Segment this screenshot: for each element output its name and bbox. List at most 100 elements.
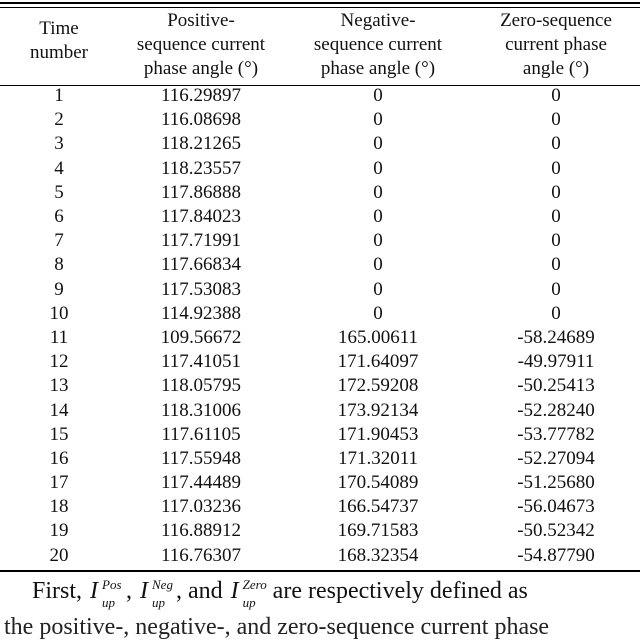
table-cell: 0 (373, 181, 383, 203)
table-cell: 171.90453 (337, 423, 419, 445)
table-cell: -53.77782 (517, 423, 595, 445)
table-cell: 118.23557 (160, 157, 242, 179)
table-cell: 13 (49, 375, 69, 397)
table-cell: 1 (54, 85, 64, 107)
table-cell: 117.41051 (160, 351, 242, 373)
table-row: 5 117.86888 0 0 (0, 181, 640, 205)
table-cell: 14 (49, 399, 69, 421)
table-cell: 0 (551, 230, 561, 252)
table-cell: 19 (49, 520, 69, 542)
table-row: 19 116.88912 169.71583 -50.52342 (0, 519, 640, 543)
table-cell: 117.66834 (160, 254, 242, 276)
symbol-i-up-pos: I Pos up (90, 577, 122, 610)
table-cell: -56.04673 (517, 496, 595, 518)
table-cell: 3 (54, 133, 64, 155)
phase-angle-table: 1 116.29897 0 0 2 116.08698 0 0 3 118.21265 0 0 4 118… (0, 84, 640, 568)
table-cell: 172.59208 (337, 375, 419, 397)
table-cell: 173.92134 (337, 399, 419, 421)
table-cell: 20 (49, 544, 69, 566)
table-cell: -51.25680 (517, 472, 595, 494)
table-row: 18 117.03236 166.54737 -56.04673 (0, 495, 640, 519)
table-cell: 0 (373, 230, 383, 252)
table-cell: 5 (54, 181, 64, 203)
body-paragraph: First, I Pos up, I Neg up, and I Zero up are r… (32, 577, 528, 610)
table-cell: 165.00611 (337, 326, 419, 348)
table-cell: 4 (54, 157, 64, 179)
header-zero-sequence: Zero-sequence current phase angle (°) (472, 9, 640, 85)
table-cell: -54.87790 (517, 544, 595, 566)
table-row: 12 117.41051 171.64097 -49.97911 (0, 350, 640, 374)
table-cell: 16 (49, 447, 69, 469)
table-cell: 0 (373, 206, 383, 228)
table-cell: 117.55948 (160, 447, 242, 469)
table-cell: 0 (551, 109, 561, 131)
table-cell: 109.56672 (160, 326, 242, 348)
table-cell: 118.21265 (160, 133, 242, 155)
header-line: sequence current (313, 34, 443, 55)
table-cell: 116.88912 (160, 520, 242, 542)
header-time-number: Time number (0, 17, 118, 93)
table-cell: 116.08698 (160, 109, 242, 131)
table-cell: 0 (373, 133, 383, 155)
header-positive-sequence: Positive- sequence current phase angle (… (118, 9, 284, 85)
table-cell: 0 (551, 133, 561, 155)
header-line: Zero-sequence (500, 10, 612, 31)
table-cell: 117.84023 (160, 206, 242, 228)
table-row: 14 118.31006 173.92134 -52.28240 (0, 398, 640, 422)
table-row: 6 117.84023 0 0 (0, 205, 640, 229)
table-cell: 116.29897 (160, 85, 242, 107)
table-cell: -50.25413 (517, 375, 595, 397)
table-cell: 8 (54, 254, 64, 276)
table-cell: 117.86888 (160, 181, 242, 203)
table-cell: -58.24689 (517, 326, 595, 348)
table-cell: 0 (551, 85, 561, 107)
header-line: phase angle (°) (143, 58, 259, 79)
table-cell: 7 (54, 230, 64, 252)
table-cell: 6 (54, 206, 64, 228)
table-cell: 9 (54, 278, 64, 300)
table-cell: 12 (49, 351, 69, 373)
table-row: 11 109.56672 165.00611 -58.24689 (0, 326, 640, 350)
header-line: Time (39, 18, 79, 39)
table-cell: -50.52342 (517, 520, 595, 542)
table-cell: -49.97911 (517, 351, 595, 373)
table-row: 13 118.05795 172.59208 -50.25413 (0, 374, 640, 398)
header-line: Negative- (340, 10, 416, 31)
table-cell: 171.32011 (337, 447, 419, 469)
table-cell: 171.64097 (337, 351, 419, 373)
table-cell: 10 (49, 302, 69, 324)
table-row: 10 114.92388 0 0 (0, 302, 640, 326)
header-negative-sequence: Negative- sequence current phase angle (… (284, 9, 472, 85)
table-cell: 17 (49, 472, 69, 494)
table-cell: 0 (551, 181, 561, 203)
table-cell: 118.31006 (160, 399, 242, 421)
table-cell: 168.32354 (337, 544, 419, 566)
table-cell: 170.54089 (337, 472, 419, 494)
table-cell: 15 (49, 423, 69, 445)
table-cell: 0 (551, 206, 561, 228)
table-cell: 0 (373, 302, 383, 324)
header-line: phase angle (°) (320, 58, 436, 79)
table-cell: 2 (54, 109, 64, 131)
table-cell: 0 (373, 157, 383, 179)
table-bottom-rule (0, 570, 640, 572)
table-cell: 116.76307 (160, 544, 242, 566)
table-cell: 0 (373, 85, 383, 107)
table-cell: 117.03236 (160, 496, 242, 518)
table-row: 8 117.66834 0 0 (0, 253, 640, 277)
header-line: current phase (505, 34, 607, 55)
table-row: 4 118.23557 0 0 (0, 157, 640, 181)
table-cell: 18 (49, 496, 69, 518)
table-cell: -52.27094 (517, 447, 595, 469)
table-row: 3 118.21265 0 0 (0, 132, 640, 156)
table-cell: 0 (551, 254, 561, 276)
table-cell: 0 (551, 278, 561, 300)
table-cell: 118.05795 (160, 375, 242, 397)
header-line: sequence current (136, 34, 266, 55)
table-cell: -52.28240 (517, 399, 595, 421)
header-line: angle (°) (522, 58, 590, 79)
table-cell: 117.71991 (160, 230, 242, 252)
table-cell: 0 (551, 157, 561, 179)
table-row: 7 117.71991 0 0 (0, 229, 640, 253)
header-line: Positive- (167, 10, 235, 31)
